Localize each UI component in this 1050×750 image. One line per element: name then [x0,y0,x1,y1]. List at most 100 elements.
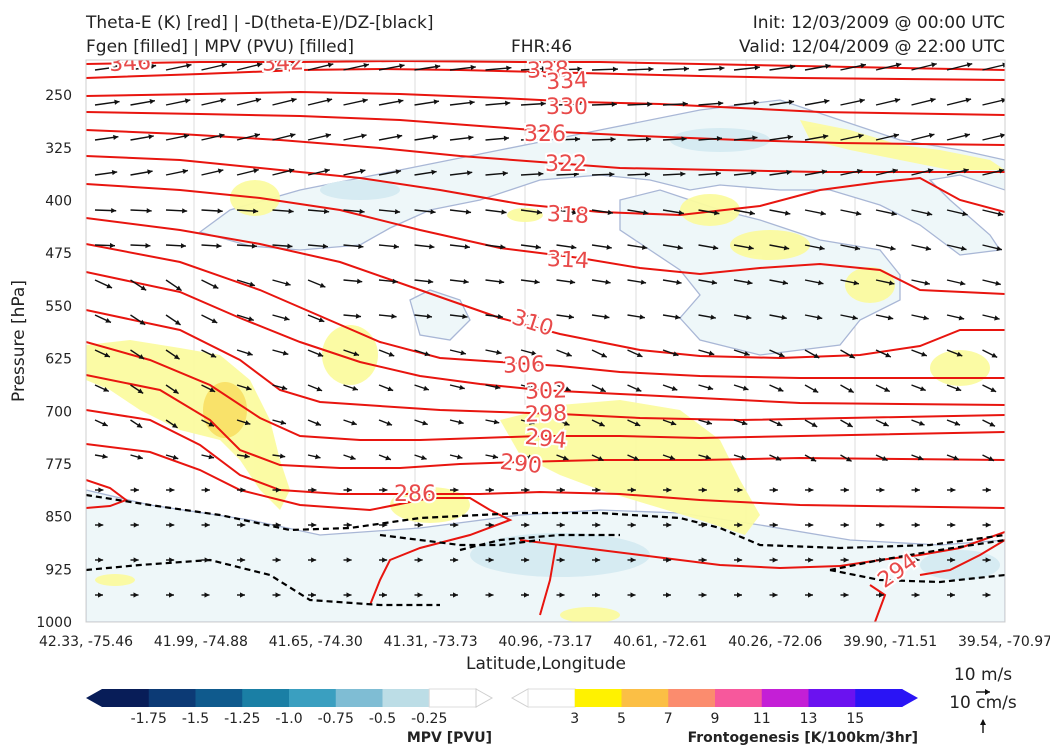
wind-arrow-head [417,592,423,598]
theta-e-line [86,183,1005,295]
wind-arrow-head [677,244,683,251]
wind-arrow-head [988,456,994,461]
wind-arrow-head [219,133,225,139]
wind-arrow-head [890,245,896,251]
wind-arrow-head [931,62,937,68]
wind-arrow-head [711,279,718,285]
wind-arrow-head [859,98,865,104]
colorbar-tick-label: 3 [570,711,579,727]
wind-arrow-head [706,419,712,425]
wind-arrow-head [892,168,898,174]
wind-arrow-head [639,314,645,320]
wind-arrow-head [497,313,503,320]
wind-arrow-head [810,456,817,462]
wind-arrow-head [172,388,179,394]
fgen-fill-regions [86,120,1005,622]
wind-arrow-head [281,385,288,391]
wind-arrow-head [355,313,362,319]
wind-arrow-head [918,420,925,426]
wind-arrow-head [748,245,754,251]
mpv-colorbar: -1.75 -1.5 -1.25 -1.0 -0.75 -0.5 -0.25 MPV [PV… [86,688,494,746]
wind-arrow-head [423,385,429,391]
wind-arrow-head [524,522,530,528]
wind-arrow-head [249,281,255,287]
wind-arrow-head [776,421,783,427]
wind-arrow-head [927,168,934,174]
wind-arrow-head [106,283,113,289]
wind-arrow-head [576,101,582,107]
wind-arrow-head [959,280,966,286]
wind-arrow-head [996,245,1002,252]
wind-arrow-head [460,350,466,356]
wind-arrow-head [752,135,758,141]
wind-arrow-head [853,280,859,286]
wind-arrow-head [914,557,920,563]
wind-arrow-head [816,314,823,321]
wind-arrow-head [353,351,360,357]
wind-arrow-head [606,244,612,250]
wind-arrow-head [459,384,465,390]
wind-arrow-head [204,592,210,598]
wind-arrow-head [137,454,143,460]
wind-arrow-head [559,487,565,493]
wind-arrow-head [388,351,395,357]
wind-arrow-head [204,487,210,493]
wind-arrow-head [534,279,540,285]
theta-e-label: 306 [503,352,546,378]
wind-arrow-head [326,97,333,103]
wind-arrow-head [914,592,920,598]
wind-arrow-head [1000,133,1005,139]
wind-arrow-head [772,557,778,563]
wind-vectors [94,62,1005,598]
wind-arrow-head [719,65,725,71]
wind-arrow-head [985,522,991,528]
wind-arrow-head [184,98,191,104]
wind-arrow-head [955,386,962,392]
forecast-hour: FHR:46 [511,37,573,57]
wind-arrow-head [813,353,820,359]
wind-arrow-head [240,487,246,493]
wind-arrow-head [962,211,968,217]
wind-arrow-head [605,279,611,285]
wind-arrow-head [133,557,139,563]
wind-arrow-head [843,557,849,563]
wind-arrow-head [539,136,545,142]
x-tick-label: 40.26, -72.06 [728,634,822,650]
wind-arrow-head [843,487,849,493]
y-axis-ticks: 250 325 400 475 550 625 700 775 850 925 1000 [36,88,72,631]
wind-arrow-head [644,171,650,177]
mpv-region-mid [619,189,901,356]
fgen-colorbar-left-arrow [510,688,529,708]
wind-arrow-head [600,387,606,392]
wind-reference-horizontal: 10 m/s [954,665,1012,685]
wind-arrow-head [854,245,861,251]
wind-arrow-head [382,522,388,528]
wind-arrow-head [209,387,216,392]
theta-e-line [86,217,1005,360]
wind-arrow-head [382,557,388,563]
wind-arrow-head [421,455,427,460]
wind-arrow-head [676,279,682,285]
wind-arrow-head [958,315,965,321]
y-tick-label: 775 [45,457,72,473]
wind-arrow-head [275,557,281,563]
wind-arrow-head [287,243,293,249]
x-axis-ticks: 42.33, -75.46 41.99, -74.88 41.65, -74.30 4… [39,634,1050,650]
wind-arrow-head [559,522,565,528]
wind-arrow-head [311,557,317,563]
wind-arrow-head [150,63,157,69]
wind-arrow-head [217,168,224,174]
wind-arrow-head [315,454,321,460]
theta-e-line [86,67,1005,81]
wind-arrow-head [137,388,144,394]
wind-arrow-head [149,99,155,105]
wind-arrow-head [488,487,494,493]
wind-arrow-head [494,384,501,390]
wind-arrow-head [742,385,749,391]
x-tick-label: 41.31, -73.73 [384,634,478,650]
wind-arrow-head [466,170,473,176]
wind-arrow-head [783,245,790,251]
wind-arrow-head [925,245,932,251]
wind-arrow-head [362,98,368,104]
wind-arrow-head [322,243,328,249]
